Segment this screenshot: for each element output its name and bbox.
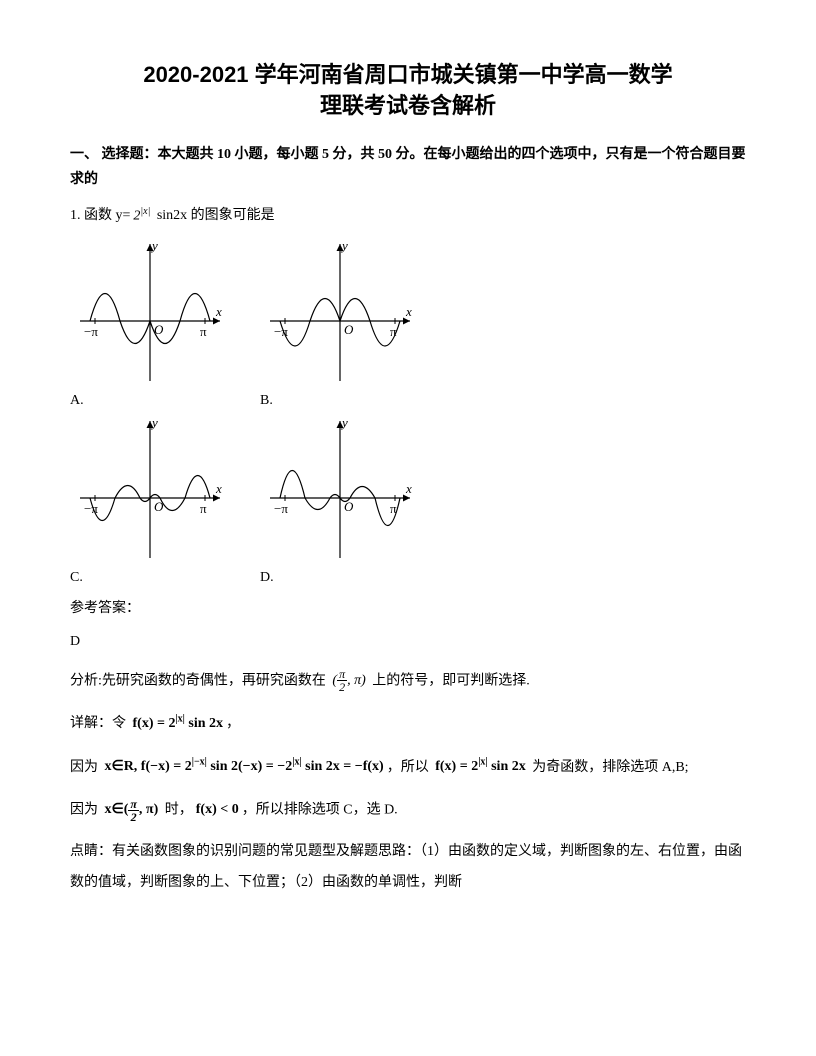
svg-text:−π: −π: [274, 324, 288, 339]
q1-prefix: 1. 函数 y=: [70, 208, 130, 223]
svg-text:−π: −π: [274, 501, 288, 516]
analysis: 分析:先研究函数的奇偶性，再研究函数在 (π2, π) 上的符号，即可判断选择.: [70, 665, 746, 698]
question-1: 1. 函数 y=2|x| sin2x 的图象可能是: [70, 202, 746, 230]
graph-d: y x −π π O: [260, 413, 420, 563]
svg-text:x: x: [405, 304, 412, 319]
svg-text:−π: −π: [84, 324, 98, 339]
svg-text:O: O: [154, 322, 164, 337]
option-c-label: C.: [70, 565, 230, 590]
because2-mid: 时，: [161, 803, 193, 818]
detail: 详解：令 f(x) = 2|x| sin 2x，: [70, 707, 746, 740]
q1-expr: 2|x|: [130, 202, 153, 230]
answer-label: 参考答案：: [70, 596, 746, 621]
tip: 点睛：有关函数图象的识别问题的常见题型及解题思路：（1）由函数的定义域，判断图象…: [70, 837, 746, 899]
because2-prefix: 因为: [70, 803, 102, 818]
svg-text:π: π: [390, 324, 397, 339]
svg-text:π: π: [200, 501, 207, 516]
answer-value: D: [70, 629, 746, 654]
option-b-label: B.: [260, 388, 420, 413]
option-row-ab: A. B.: [70, 388, 746, 413]
because2-interval: x∈(π2, π): [102, 794, 162, 827]
svg-text:x: x: [215, 304, 222, 319]
svg-text:O: O: [154, 499, 164, 514]
svg-text:−π: −π: [84, 501, 98, 516]
analysis-suffix: 上的符号，即可判断选择.: [369, 673, 530, 688]
because2-suffix: ，所以排除选项 C，选 D.: [242, 803, 398, 818]
because1-expr2: f(x) = 2|x| sin 2x: [432, 751, 529, 784]
svg-text:y: y: [150, 415, 158, 430]
because2: 因为 x∈(π2, π) 时，f(x) < 0，所以排除选项 C，选 D.: [70, 794, 746, 827]
q1-suffix: sin2x 的图象可能是: [153, 208, 274, 223]
because2-cond: f(x) < 0: [193, 794, 242, 827]
graph-c: y x −π π O: [70, 413, 230, 563]
because1-expr: x∈R, f(−x) = 2|−x| sin 2(−x) = −2|x| sin…: [102, 751, 387, 784]
svg-text:y: y: [340, 415, 348, 430]
title-line1: 2020-2021 学年河南省周口市城关镇第一中学高一数学: [143, 62, 672, 87]
detail-suffix: ，: [226, 716, 240, 731]
detail-prefix: 详解：令: [70, 716, 130, 731]
option-a-label: A.: [70, 388, 230, 413]
because1-suffix: 为奇函数，排除选项 A,B;: [529, 760, 689, 775]
option-row-cd: C. D.: [70, 565, 746, 590]
svg-text:y: y: [340, 238, 348, 253]
option-d-label: D.: [260, 565, 420, 590]
svg-text:π: π: [200, 324, 207, 339]
title-line2: 理联考试卷含解析: [320, 93, 496, 118]
graph-b: y x −π π O: [260, 236, 420, 386]
analysis-interval: (π2, π): [329, 665, 368, 698]
graph-row-1: y x −π π O y x −π π O: [70, 236, 746, 386]
svg-text:x: x: [215, 481, 222, 496]
because1-prefix: 因为: [70, 760, 102, 775]
detail-expr: f(x) = 2|x| sin 2x: [130, 707, 227, 740]
svg-text:O: O: [344, 499, 354, 514]
svg-text:O: O: [344, 322, 354, 337]
svg-text:y: y: [150, 238, 158, 253]
because1-mid: ，所以: [387, 760, 433, 775]
graph-a: y x −π π O: [70, 236, 230, 386]
svg-text:x: x: [405, 481, 412, 496]
because1: 因为 x∈R, f(−x) = 2|−x| sin 2(−x) = −2|x| …: [70, 751, 746, 784]
graph-row-2: y x −π π O y x −π π O: [70, 413, 746, 563]
svg-text:π: π: [390, 501, 397, 516]
section-header: 一、 选择题：本大题共 10 小题，每小题 5 分，共 50 分。在每小题给出的…: [70, 142, 746, 192]
analysis-prefix: 分析:先研究函数的奇偶性，再研究函数在: [70, 673, 329, 688]
